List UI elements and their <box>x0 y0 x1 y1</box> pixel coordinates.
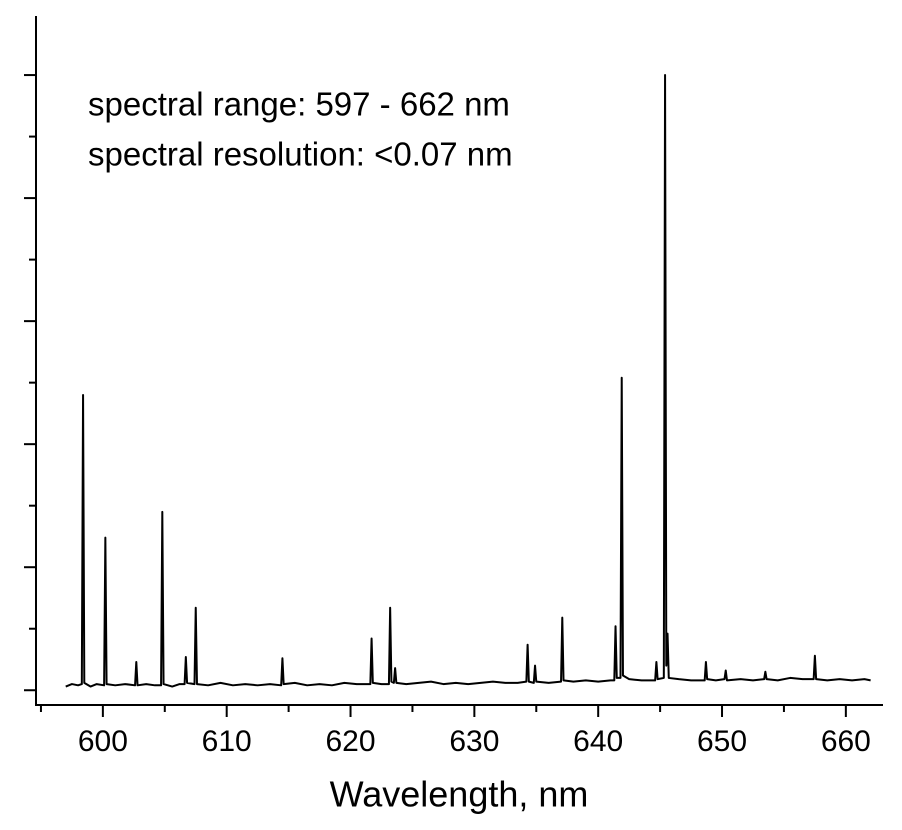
x-tick-label: 630 <box>449 725 499 758</box>
x-tick-label: 600 <box>78 725 128 758</box>
spectrum-line <box>65 74 871 688</box>
x-tick-label: 640 <box>573 725 623 758</box>
x-tick-label: 610 <box>202 725 252 758</box>
x-tick-label: 660 <box>821 725 871 758</box>
x-axis-title: Wavelength, nm <box>330 774 589 815</box>
x-tick-label: 650 <box>697 725 747 758</box>
x-tick-label: 620 <box>325 725 375 758</box>
annotation: spectral resolution: <0.07 nm <box>88 136 513 173</box>
annotation: spectral range: 597 - 662 nm <box>88 86 510 123</box>
